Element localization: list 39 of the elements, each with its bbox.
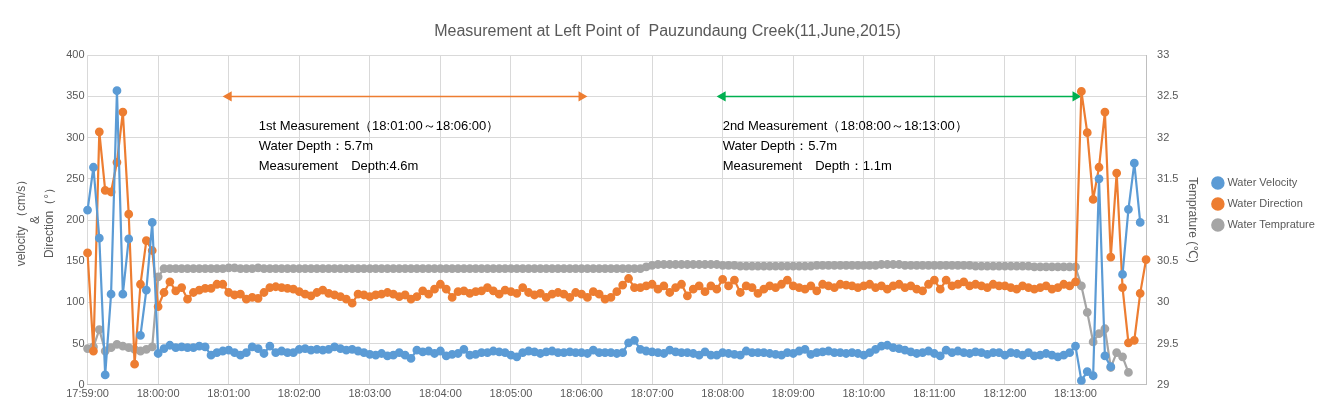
x-tick-label: 17:59:00	[66, 387, 109, 400]
y2-tick-label: 31	[1157, 213, 1170, 226]
y-tick-label: 200	[66, 213, 85, 226]
y2-tick-label: 33	[1157, 48, 1170, 61]
chart-title: Measurement at Left Point of Pauzundaung Creek(11,June,2015)	[434, 22, 901, 40]
x-tick-label: 18:00:00	[136, 387, 180, 400]
x-tick-label: 18:08:00	[701, 387, 745, 400]
x-tick-label: 18:12:00	[983, 387, 1027, 400]
y2-tick-label: 32	[1157, 130, 1170, 143]
x-tick-label: 18:06:00	[560, 387, 603, 400]
y2-axis-title: Temprature (℃)	[1186, 177, 1201, 263]
y-tick-label: 350	[66, 89, 85, 102]
legend-label: Water Temprature	[1227, 218, 1315, 231]
y-tick-label: 400	[66, 48, 85, 61]
y-tick-label: 50	[72, 336, 85, 349]
y2-tick-label: 30.5	[1157, 254, 1179, 267]
y-tick-label: 100	[66, 295, 85, 308]
y2-tick-label: 30	[1157, 295, 1170, 308]
x-tick-label: 18:01:00	[207, 387, 251, 400]
y2-tick-label: 31.5	[1157, 171, 1179, 184]
x-tick-label: 18:10:00	[842, 387, 886, 400]
x-tick-label: 18:03:00	[348, 387, 392, 400]
y2-tick-label: 32.5	[1157, 89, 1179, 102]
x-tick-label: 18:05:00	[489, 387, 533, 400]
y-axis-title: velocity （cm/s） & Direction（°）	[13, 173, 57, 267]
x-tick-label: 18:04:00	[418, 387, 462, 400]
y-tick-label: 0	[78, 377, 85, 390]
x-tick-label: 18:11:00	[913, 387, 956, 400]
x-tick-label: 18:07:00	[630, 387, 674, 400]
legend-label: Water Direction	[1227, 197, 1303, 210]
x-tick-label: 18:09:00	[771, 387, 815, 400]
y-tick-label: 150	[66, 254, 85, 267]
y-tick-label: 250	[66, 171, 85, 184]
y2-tick-label: 29	[1157, 377, 1170, 390]
legend-label: Water Velocity	[1227, 176, 1298, 189]
y-tick-label: 300	[66, 130, 85, 143]
x-tick-label: 18:02:00	[277, 387, 321, 400]
x-tick-label: 18:13:00	[1054, 387, 1097, 400]
y2-tick-label: 29.5	[1157, 336, 1179, 349]
